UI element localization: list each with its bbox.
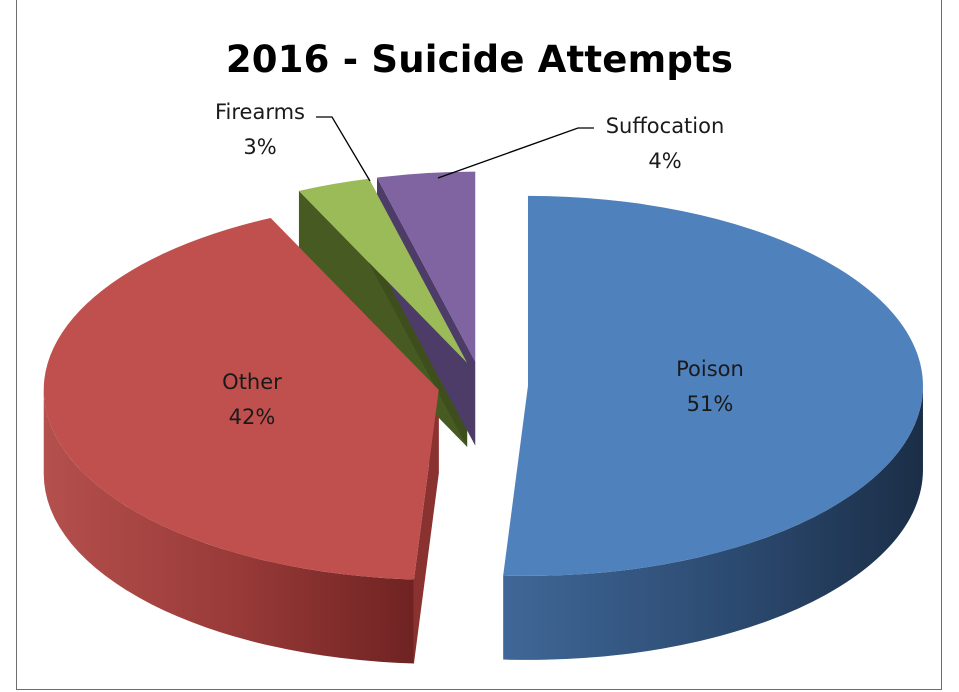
chart-title: 2016 - Suicide Attempts <box>225 38 734 81</box>
slice-label-poison: Poison 51% <box>676 357 744 416</box>
leader-line-firearms <box>316 116 371 182</box>
pie-slice-firearms <box>298 178 468 363</box>
slice-label-other: Other 42% <box>222 370 282 429</box>
pie-slice-poison <box>503 195 923 576</box>
pie-slice-other <box>43 217 439 580</box>
pie-slice-suffocation <box>377 171 476 362</box>
slice-label-suffocation: Suffocation 4% <box>606 114 725 173</box>
pie-slice-side-other <box>43 389 414 664</box>
leader-line-suffocation <box>437 127 594 179</box>
slice-label-firearms: Firearms 3% <box>215 100 305 159</box>
pie-slice-side-poison <box>503 385 923 660</box>
pie-slice-wall-other <box>413 389 439 664</box>
